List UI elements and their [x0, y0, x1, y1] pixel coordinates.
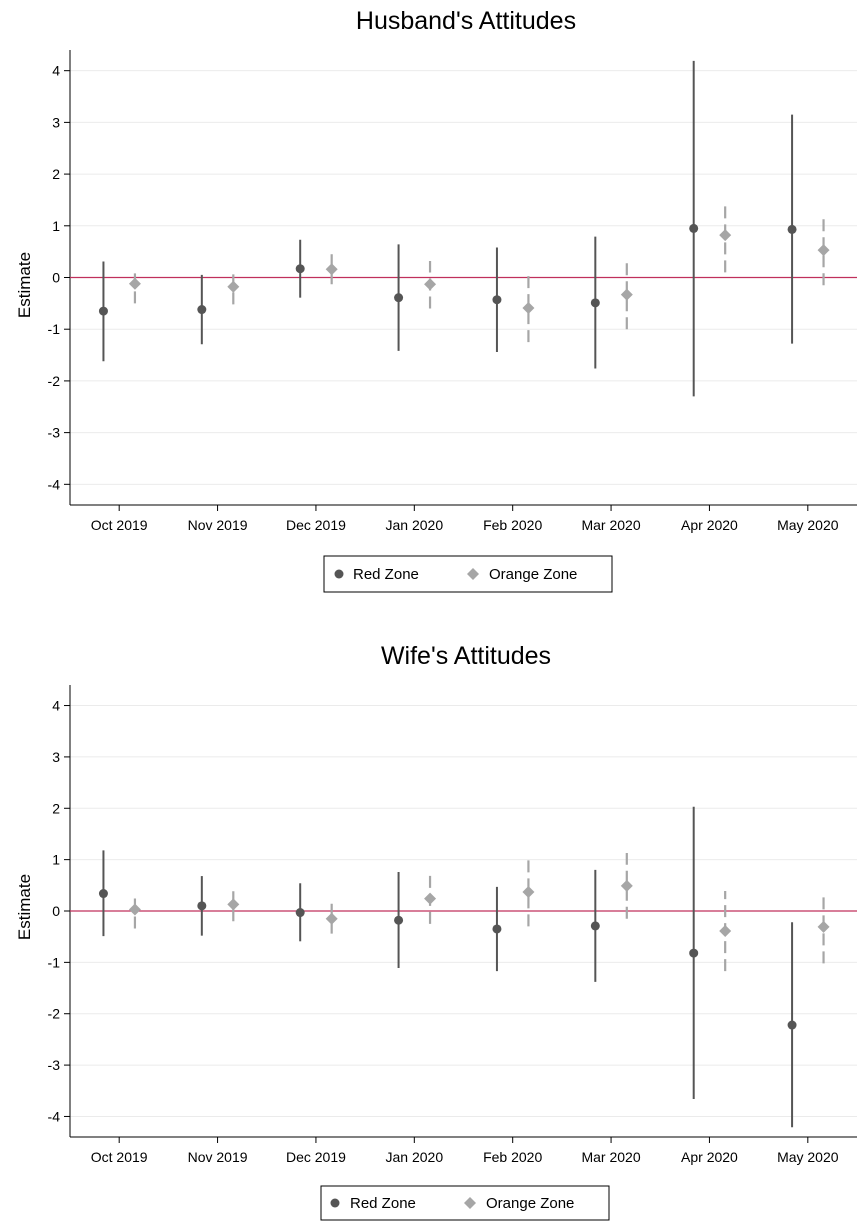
- wife-x-tick-label: Mar 2020: [581, 1149, 640, 1165]
- husband-orange-zone-point: [522, 302, 535, 315]
- wife-y-tick-label: -3: [48, 1057, 61, 1073]
- wife-orange-zone-point: [128, 903, 141, 916]
- wife-red-zone-point: [590, 921, 600, 931]
- wife-x-tick-label: Jan 2020: [386, 1149, 444, 1165]
- husband-orange-zone-point: [227, 280, 240, 293]
- wife-legend-red-zone-label: Red Zone: [350, 1195, 416, 1212]
- husband-red-zone-point: [295, 264, 305, 274]
- wife-red-zone-point: [197, 901, 207, 911]
- husband-x-tick-label: Feb 2020: [483, 517, 542, 533]
- wife-y-tick-label: 2: [52, 800, 60, 816]
- wife-orange-zone-point: [719, 925, 732, 938]
- husband-red-zone-point: [492, 295, 502, 305]
- husband-chart-title: Husband's Attitudes: [356, 7, 576, 35]
- husband-y-tick-label: 3: [52, 114, 60, 130]
- husband-x-tick-label: Mar 2020: [581, 517, 640, 533]
- wife-red-zone-point: [394, 915, 404, 925]
- wife-red-zone-point: [98, 889, 108, 899]
- wife-x-tick-label: Apr 2020: [681, 1149, 738, 1165]
- husband-y-tick-label: 2: [52, 166, 60, 182]
- wife-legend-orange-zone-marker: [464, 1197, 476, 1209]
- husband-red-zone-point: [689, 223, 699, 233]
- husband-y-tick-label: -1: [48, 321, 61, 337]
- wife-attitudes-panel: Wife's Attitudes Estimate 4 3 2 1 0 -1 -2 -3 -4 O…: [15, 642, 857, 1221]
- wife-y-tick-label: -2: [48, 1006, 61, 1022]
- husband-red-zone-point: [98, 306, 108, 316]
- husband-y-tick-label: 1: [52, 218, 60, 234]
- husband-x-tick-label: Jan 2020: [386, 517, 444, 533]
- wife-plot-area: 4 3 2 1 0 -1 -2 -3 -4 Oct 2019 Nov 2019 Dec 2019 Jan…: [48, 685, 857, 1165]
- wife-y-tick-label: -1: [48, 954, 61, 970]
- husband-y-tick-label: 0: [52, 270, 60, 286]
- husband-y-tick-label: -2: [48, 373, 61, 389]
- husband-red-zone-point: [590, 298, 600, 308]
- husband-attitudes-panel: Husband's Attitudes Estimate 4 3 2 1 0 -1 -2 -3…: [15, 7, 857, 593]
- wife-x-tick-label: Nov 2019: [188, 1149, 248, 1165]
- wife-orange-zone-point: [817, 920, 830, 933]
- husband-orange-zone-point: [128, 277, 141, 290]
- wife-orange-zone-point: [227, 898, 240, 911]
- husband-legend-orange-zone-marker: [467, 568, 479, 580]
- husband-plot-area: 4 3 2 1 0 -1 -2 -3 -4 Oct 2019 Nov 2019 Dec 2019 Jan…: [48, 50, 857, 533]
- husband-orange-zone-point: [424, 278, 437, 291]
- husband-x-tick-label: Dec 2019: [286, 517, 346, 533]
- husband-x-tick-label: Apr 2020: [681, 517, 738, 533]
- wife-x-tick-label: Feb 2020: [483, 1149, 542, 1165]
- wife-y-tick-label: 4: [52, 698, 60, 714]
- husband-legend: Red Zone Orange Zone: [323, 555, 613, 593]
- wife-red-zone-point: [787, 1020, 797, 1030]
- husband-legend-red-zone-marker: [334, 569, 344, 579]
- husband-legend-orange-zone-label: Orange Zone: [489, 566, 577, 583]
- husband-x-tick-label: Nov 2019: [188, 517, 248, 533]
- husband-orange-zone-point: [325, 263, 338, 276]
- wife-orange-zone-point: [325, 912, 338, 925]
- wife-red-zone-point: [295, 908, 305, 918]
- wife-y-tick-label: 1: [52, 852, 60, 868]
- husband-orange-zone-point: [817, 244, 830, 257]
- husband-red-zone-point: [394, 293, 404, 303]
- wife-legend-box: [320, 1185, 610, 1221]
- husband-legend-box: [323, 555, 613, 593]
- wife-x-tick-label: May 2020: [777, 1149, 839, 1165]
- wife-red-zone-point: [492, 924, 502, 934]
- husband-red-zone-point: [197, 305, 207, 315]
- wife-y-tick-label: 0: [52, 903, 60, 919]
- wife-legend-red-zone-marker: [330, 1198, 340, 1208]
- husband-legend-red-zone-label: Red Zone: [353, 566, 419, 583]
- wife-legend: Red Zone Orange Zone: [320, 1185, 610, 1221]
- wife-orange-zone-point: [620, 879, 633, 892]
- wife-red-zone-point: [689, 948, 699, 958]
- wife-x-tick-label: Oct 2019: [91, 1149, 148, 1165]
- wife-orange-zone-point: [424, 892, 437, 905]
- husband-x-tick-label: Oct 2019: [91, 517, 148, 533]
- husband-y-tick-label: -4: [48, 476, 61, 492]
- wife-y-tick-label: -4: [48, 1108, 61, 1124]
- wife-orange-zone-point: [522, 885, 535, 898]
- wife-x-tick-label: Dec 2019: [286, 1149, 346, 1165]
- husband-y-tick-label: 4: [52, 63, 60, 79]
- husband-red-zone-point: [787, 224, 797, 234]
- husband-orange-zone-point: [620, 288, 633, 301]
- wife-legend-orange-zone-label: Orange Zone: [486, 1195, 574, 1212]
- wife-chart-title: Wife's Attitudes: [381, 642, 551, 670]
- husband-y-tick-label: -3: [48, 425, 61, 441]
- wife-y-tick-label: 3: [52, 749, 60, 765]
- wife-y-axis-label: Estimate: [15, 874, 34, 940]
- husband-y-axis-label: Estimate: [15, 252, 34, 318]
- husband-orange-zone-point: [719, 229, 732, 242]
- husband-x-tick-label: May 2020: [777, 517, 839, 533]
